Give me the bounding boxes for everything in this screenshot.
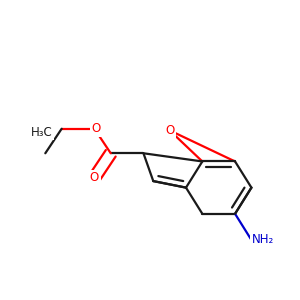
Text: O: O	[165, 124, 174, 137]
Text: NH₂: NH₂	[251, 233, 274, 247]
Text: O: O	[90, 171, 99, 184]
Text: H₃C: H₃C	[31, 125, 53, 139]
Text: O: O	[92, 122, 100, 135]
